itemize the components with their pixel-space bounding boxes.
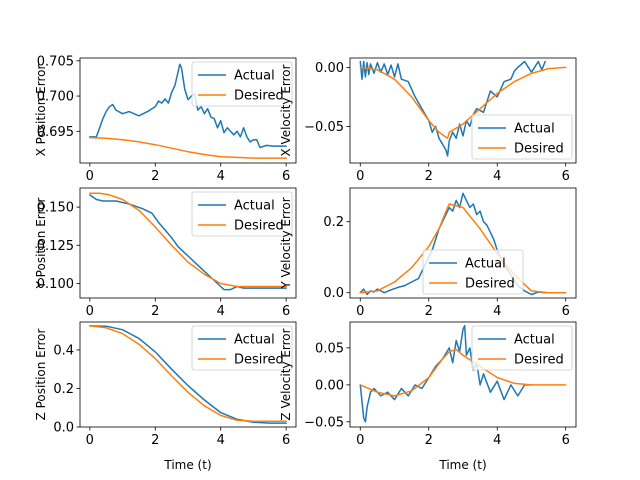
axes-frame	[349, 187, 577, 299]
axes-frame	[349, 321, 577, 428]
series-line-actual	[89, 325, 287, 424]
series-line-desired	[89, 136, 287, 159]
x-tick-label: 6	[282, 304, 290, 319]
x-tick-label: 6	[562, 169, 570, 184]
legend-label-desired: Desired	[514, 142, 564, 157]
axes-frame	[79, 57, 297, 164]
series-line-desired	[359, 66, 567, 139]
legend-label-desired: Desired	[465, 277, 515, 292]
x-tick-label: 4	[493, 304, 501, 319]
x-tick-label: 0	[356, 169, 364, 184]
legend-label-actual: Actual	[465, 257, 506, 272]
x-tick-label: 6	[562, 433, 570, 448]
series-line-actual	[359, 60, 546, 157]
x-tick-label: 0	[86, 304, 94, 319]
x-tick-label: 6	[562, 304, 570, 319]
x-tick-label: 4	[217, 169, 225, 184]
y-tick-label: 0.0	[323, 286, 344, 301]
legend-label-desired: Desired	[234, 89, 284, 104]
y-tick-label: 0.0	[53, 421, 74, 436]
x-tick-label: 0	[356, 304, 364, 319]
series-line-desired	[89, 192, 287, 288]
x-tick-label: 4	[217, 433, 225, 448]
x-tick-label: 0	[356, 433, 364, 448]
legend-label-actual: Actual	[234, 199, 275, 214]
y-tick-label: 0.695	[37, 125, 74, 140]
legend-label-desired: Desired	[514, 353, 564, 368]
legend-label-actual: Actual	[514, 333, 555, 348]
y-tick-label: 0.00	[315, 61, 344, 76]
legend: Actual Desired	[191, 61, 293, 107]
x-tick-label: 4	[493, 169, 501, 184]
y-axis-label: Z Velocity Error	[279, 328, 293, 420]
y-tick-label: −0.05	[304, 415, 344, 430]
y-tick-label: 0.100	[37, 277, 74, 292]
x-tick-label: 2	[425, 433, 433, 448]
x-tick-label: 2	[151, 169, 159, 184]
x-tick-label: 0	[86, 169, 94, 184]
x-tick-label: 2	[425, 169, 433, 184]
y-tick-label: 0.2	[323, 215, 344, 230]
axes-frame	[79, 321, 297, 428]
x-tick-label: 2	[425, 304, 433, 319]
series-line-actual	[359, 324, 533, 423]
y-tick-label: 0.05	[315, 341, 344, 356]
x-tick-label: 0	[86, 433, 94, 448]
series-line-actual	[89, 194, 287, 291]
legend-label-actual: Actual	[514, 122, 555, 137]
legend-label-actual: Actual	[234, 333, 275, 348]
subplot-2: 0 2 4 6 0.00 −0.05 X Velocity Error Actual Desir…	[279, 57, 577, 184]
y-tick-label: 0.4	[53, 343, 74, 358]
subplot-4: 0 2 4 6 0.0 0.2 Y Velocity Error Actual Desired	[279, 187, 577, 319]
axes-frame	[349, 57, 577, 164]
axes-frame	[79, 187, 297, 299]
legend: Actual Desired	[471, 114, 573, 160]
legend: Actual Desired	[191, 191, 293, 237]
series-line-desired	[89, 325, 287, 422]
x-tick-label: 6	[282, 169, 290, 184]
y-tick-label: 0.00	[315, 378, 344, 393]
series-line-desired	[359, 203, 567, 294]
y-axis-label: X Position Error	[34, 65, 48, 157]
x-tick-label: 2	[151, 304, 159, 319]
subplot-6: 0 2 4 6 0.05 0.00 −0.05 Z Velocity Error Time (t…	[279, 321, 577, 472]
legend: Actual Desired	[191, 325, 293, 371]
y-axis-label: X Velocity Error	[279, 64, 293, 156]
x-axis-label: Time (t)	[438, 458, 486, 472]
series-line-desired	[359, 348, 567, 397]
y-axis-label: Z Position Error	[34, 329, 48, 421]
x-tick-label: 6	[282, 433, 290, 448]
y-tick-label: 0.700	[37, 90, 74, 105]
x-tick-label: 4	[217, 304, 225, 319]
y-tick-label: 0.705	[37, 54, 74, 69]
y-tick-label: 0.2	[53, 382, 74, 397]
y-tick-label: −0.05	[304, 120, 344, 135]
subplot-5: 0 2 4 6 0.0 0.2 0.4 Z Position Error Time (t) Act…	[34, 321, 297, 472]
legend: Actual Desired	[471, 325, 573, 371]
legend-label-desired: Desired	[234, 353, 284, 368]
x-tick-label: 4	[493, 433, 501, 448]
x-axis-label: Time (t)	[163, 458, 211, 472]
legend: Actual Desired	[422, 249, 524, 295]
y-tick-label: 0.150	[37, 201, 74, 216]
y-axis-label: Y Position Error	[34, 197, 48, 289]
y-tick-label: 0.125	[37, 239, 74, 254]
legend-label-desired: Desired	[234, 219, 284, 234]
x-tick-label: 2	[151, 433, 159, 448]
y-axis-label: Y Velocity Error	[279, 197, 293, 289]
legend-label-actual: Actual	[234, 69, 275, 84]
